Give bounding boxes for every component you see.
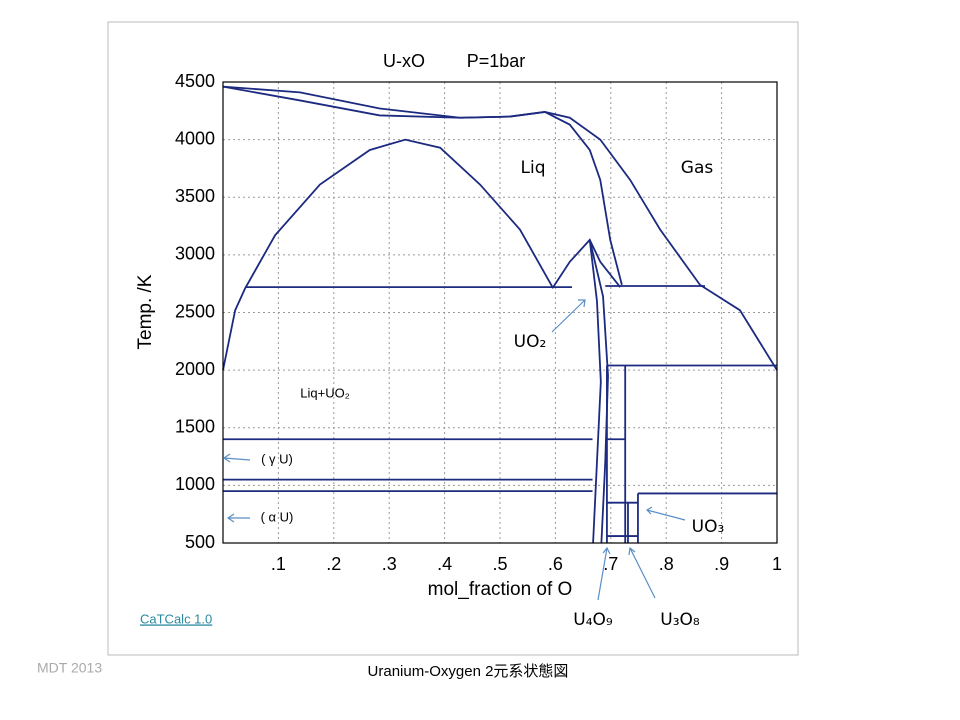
- arrows: [222, 299, 686, 601]
- x-tick-label: .3: [382, 554, 397, 574]
- y-tick-label: 3500: [175, 186, 215, 206]
- x-tick-label: .7: [603, 554, 618, 574]
- phase-boundary: [222, 138, 554, 371]
- annotation: U₄O₉: [573, 610, 613, 630]
- annotation: Liq: [521, 158, 546, 178]
- y-tick-label: 4000: [175, 128, 215, 148]
- y-tick-label: 3000: [175, 244, 215, 264]
- chart-title: U-xO: [383, 51, 425, 71]
- annotation: UO₂: [514, 332, 547, 352]
- x-tick-label: .5: [492, 554, 507, 574]
- software-link[interactable]: CaTCalc 1.0: [140, 611, 212, 626]
- credit: MDT 2013: [37, 660, 102, 676]
- annotation: ( γ U): [261, 451, 293, 466]
- arrow: [226, 513, 250, 523]
- phase-boundary: [588, 239, 609, 544]
- arrow: [222, 453, 251, 463]
- x-axis-label: mol_fraction of O: [428, 579, 573, 600]
- arrow: [551, 299, 586, 333]
- arrow: [646, 506, 686, 521]
- x-tick-label: .1: [271, 554, 286, 574]
- plot-border: [222, 81, 778, 544]
- curves: [222, 85, 778, 544]
- annotation: Liq+UO₂: [300, 385, 350, 400]
- annotation: Gas: [681, 158, 714, 178]
- annotation: ( α U): [261, 509, 294, 524]
- chart-subtitle: P=1bar: [467, 51, 526, 71]
- x-tick-label: .2: [326, 554, 341, 574]
- annotation: U₃O₈: [660, 610, 700, 630]
- annotation: UO₃: [692, 517, 725, 537]
- y-tick-label: 500: [185, 532, 215, 552]
- x-tick-label: .4: [437, 554, 452, 574]
- x-tick-label: .8: [659, 554, 674, 574]
- y-tick-label: 1000: [175, 474, 215, 494]
- y-axis-label: Temp. /K: [135, 274, 156, 349]
- x-tick-label: 1: [772, 554, 782, 574]
- arrow: [628, 546, 656, 599]
- x-tick-label: .9: [714, 554, 729, 574]
- phase-boundary: [222, 85, 778, 371]
- y-tick-label: 2000: [175, 359, 215, 379]
- y-tick-label: 1500: [175, 417, 215, 437]
- x-tick-label: .6: [548, 554, 563, 574]
- caption: Uranium-Oxygen 2元系状態図: [368, 663, 569, 680]
- phase-boundary: [588, 239, 602, 544]
- arrow: [597, 546, 611, 601]
- y-tick-label: 2500: [175, 301, 215, 321]
- y-tick-label: 4500: [175, 71, 215, 91]
- phase-boundary: [222, 85, 623, 286]
